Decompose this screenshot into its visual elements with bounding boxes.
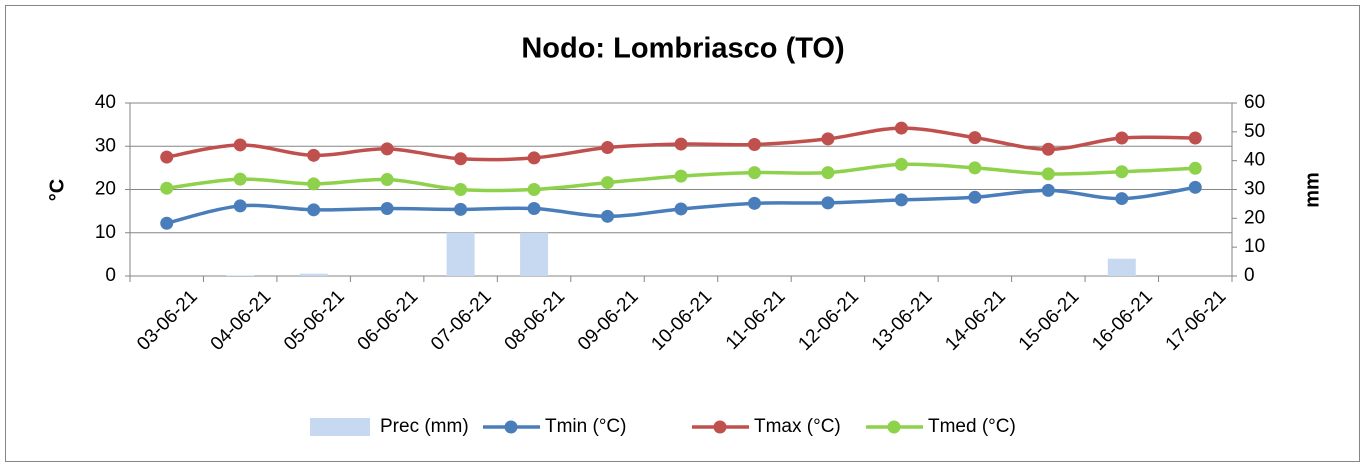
y-tick-label: 10 <box>95 222 116 243</box>
y2-tick-label: 20 <box>1244 207 1265 228</box>
legend-marker <box>713 420 727 434</box>
y2-axis-label: mm <box>1301 172 1323 208</box>
y2-tick-label: 30 <box>1244 179 1265 200</box>
bar <box>1107 258 1136 276</box>
marker <box>601 141 615 155</box>
marker <box>747 166 761 180</box>
marker <box>307 177 321 191</box>
marker <box>454 202 468 216</box>
marker <box>1041 183 1055 197</box>
marker <box>380 173 394 187</box>
legend-label: Prec (mm) <box>380 416 469 437</box>
marker <box>454 183 468 196</box>
y2-tick-label: 40 <box>1244 150 1265 171</box>
marker <box>968 190 982 204</box>
marker <box>674 137 688 151</box>
marker <box>1188 180 1202 194</box>
y2-tick-label: 50 <box>1244 121 1265 142</box>
legend-marker <box>504 420 518 434</box>
marker <box>380 202 394 216</box>
marker <box>233 138 247 152</box>
marker <box>527 202 541 216</box>
marker <box>821 196 835 210</box>
marker <box>674 169 688 183</box>
marker <box>968 131 982 145</box>
marker <box>894 193 908 207</box>
y2-tick-label: 0 <box>1244 265 1255 286</box>
marker <box>307 148 321 162</box>
marker <box>160 150 174 164</box>
legend-marker <box>887 420 901 434</box>
y2-tick-label: 60 <box>1244 92 1265 113</box>
y-tick-label: 0 <box>105 265 116 286</box>
marker <box>527 183 541 196</box>
marker <box>1188 131 1202 145</box>
marker <box>1188 161 1202 175</box>
bar <box>226 275 255 276</box>
marker <box>674 202 688 216</box>
marker <box>527 151 541 165</box>
marker <box>307 203 321 217</box>
legend-label: Tmed (°C) <box>928 416 1016 437</box>
marker <box>160 181 174 195</box>
marker <box>1115 192 1129 206</box>
chart-frame <box>5 5 1360 462</box>
legend-swatch <box>310 418 370 436</box>
y-axis-label: °C <box>46 179 68 201</box>
marker <box>1041 142 1055 156</box>
y-tick-label: 40 <box>95 92 116 113</box>
bar <box>520 232 549 276</box>
marker <box>1041 167 1055 181</box>
marker <box>454 152 468 166</box>
legend-label: Tmin (°C) <box>545 416 626 437</box>
marker <box>747 138 761 152</box>
chart-title: Nodo: Lombriasco (TO) <box>521 33 844 65</box>
marker <box>747 196 761 210</box>
marker <box>1115 131 1129 145</box>
marker <box>821 166 835 180</box>
marker <box>233 172 247 186</box>
y-tick-label: 30 <box>95 135 116 156</box>
y2-tick-label: 10 <box>1244 236 1265 257</box>
bar <box>446 232 475 276</box>
marker <box>160 216 174 230</box>
marker <box>821 132 835 146</box>
marker <box>1115 165 1129 179</box>
marker <box>601 209 615 223</box>
marker <box>968 161 982 175</box>
y-tick-label: 20 <box>95 179 116 200</box>
bar <box>299 273 328 276</box>
marker <box>233 199 247 213</box>
marker <box>380 142 394 156</box>
marker <box>894 121 908 135</box>
marker <box>601 176 615 190</box>
marker <box>894 157 908 171</box>
legend-label: Tmax (°C) <box>754 416 841 437</box>
